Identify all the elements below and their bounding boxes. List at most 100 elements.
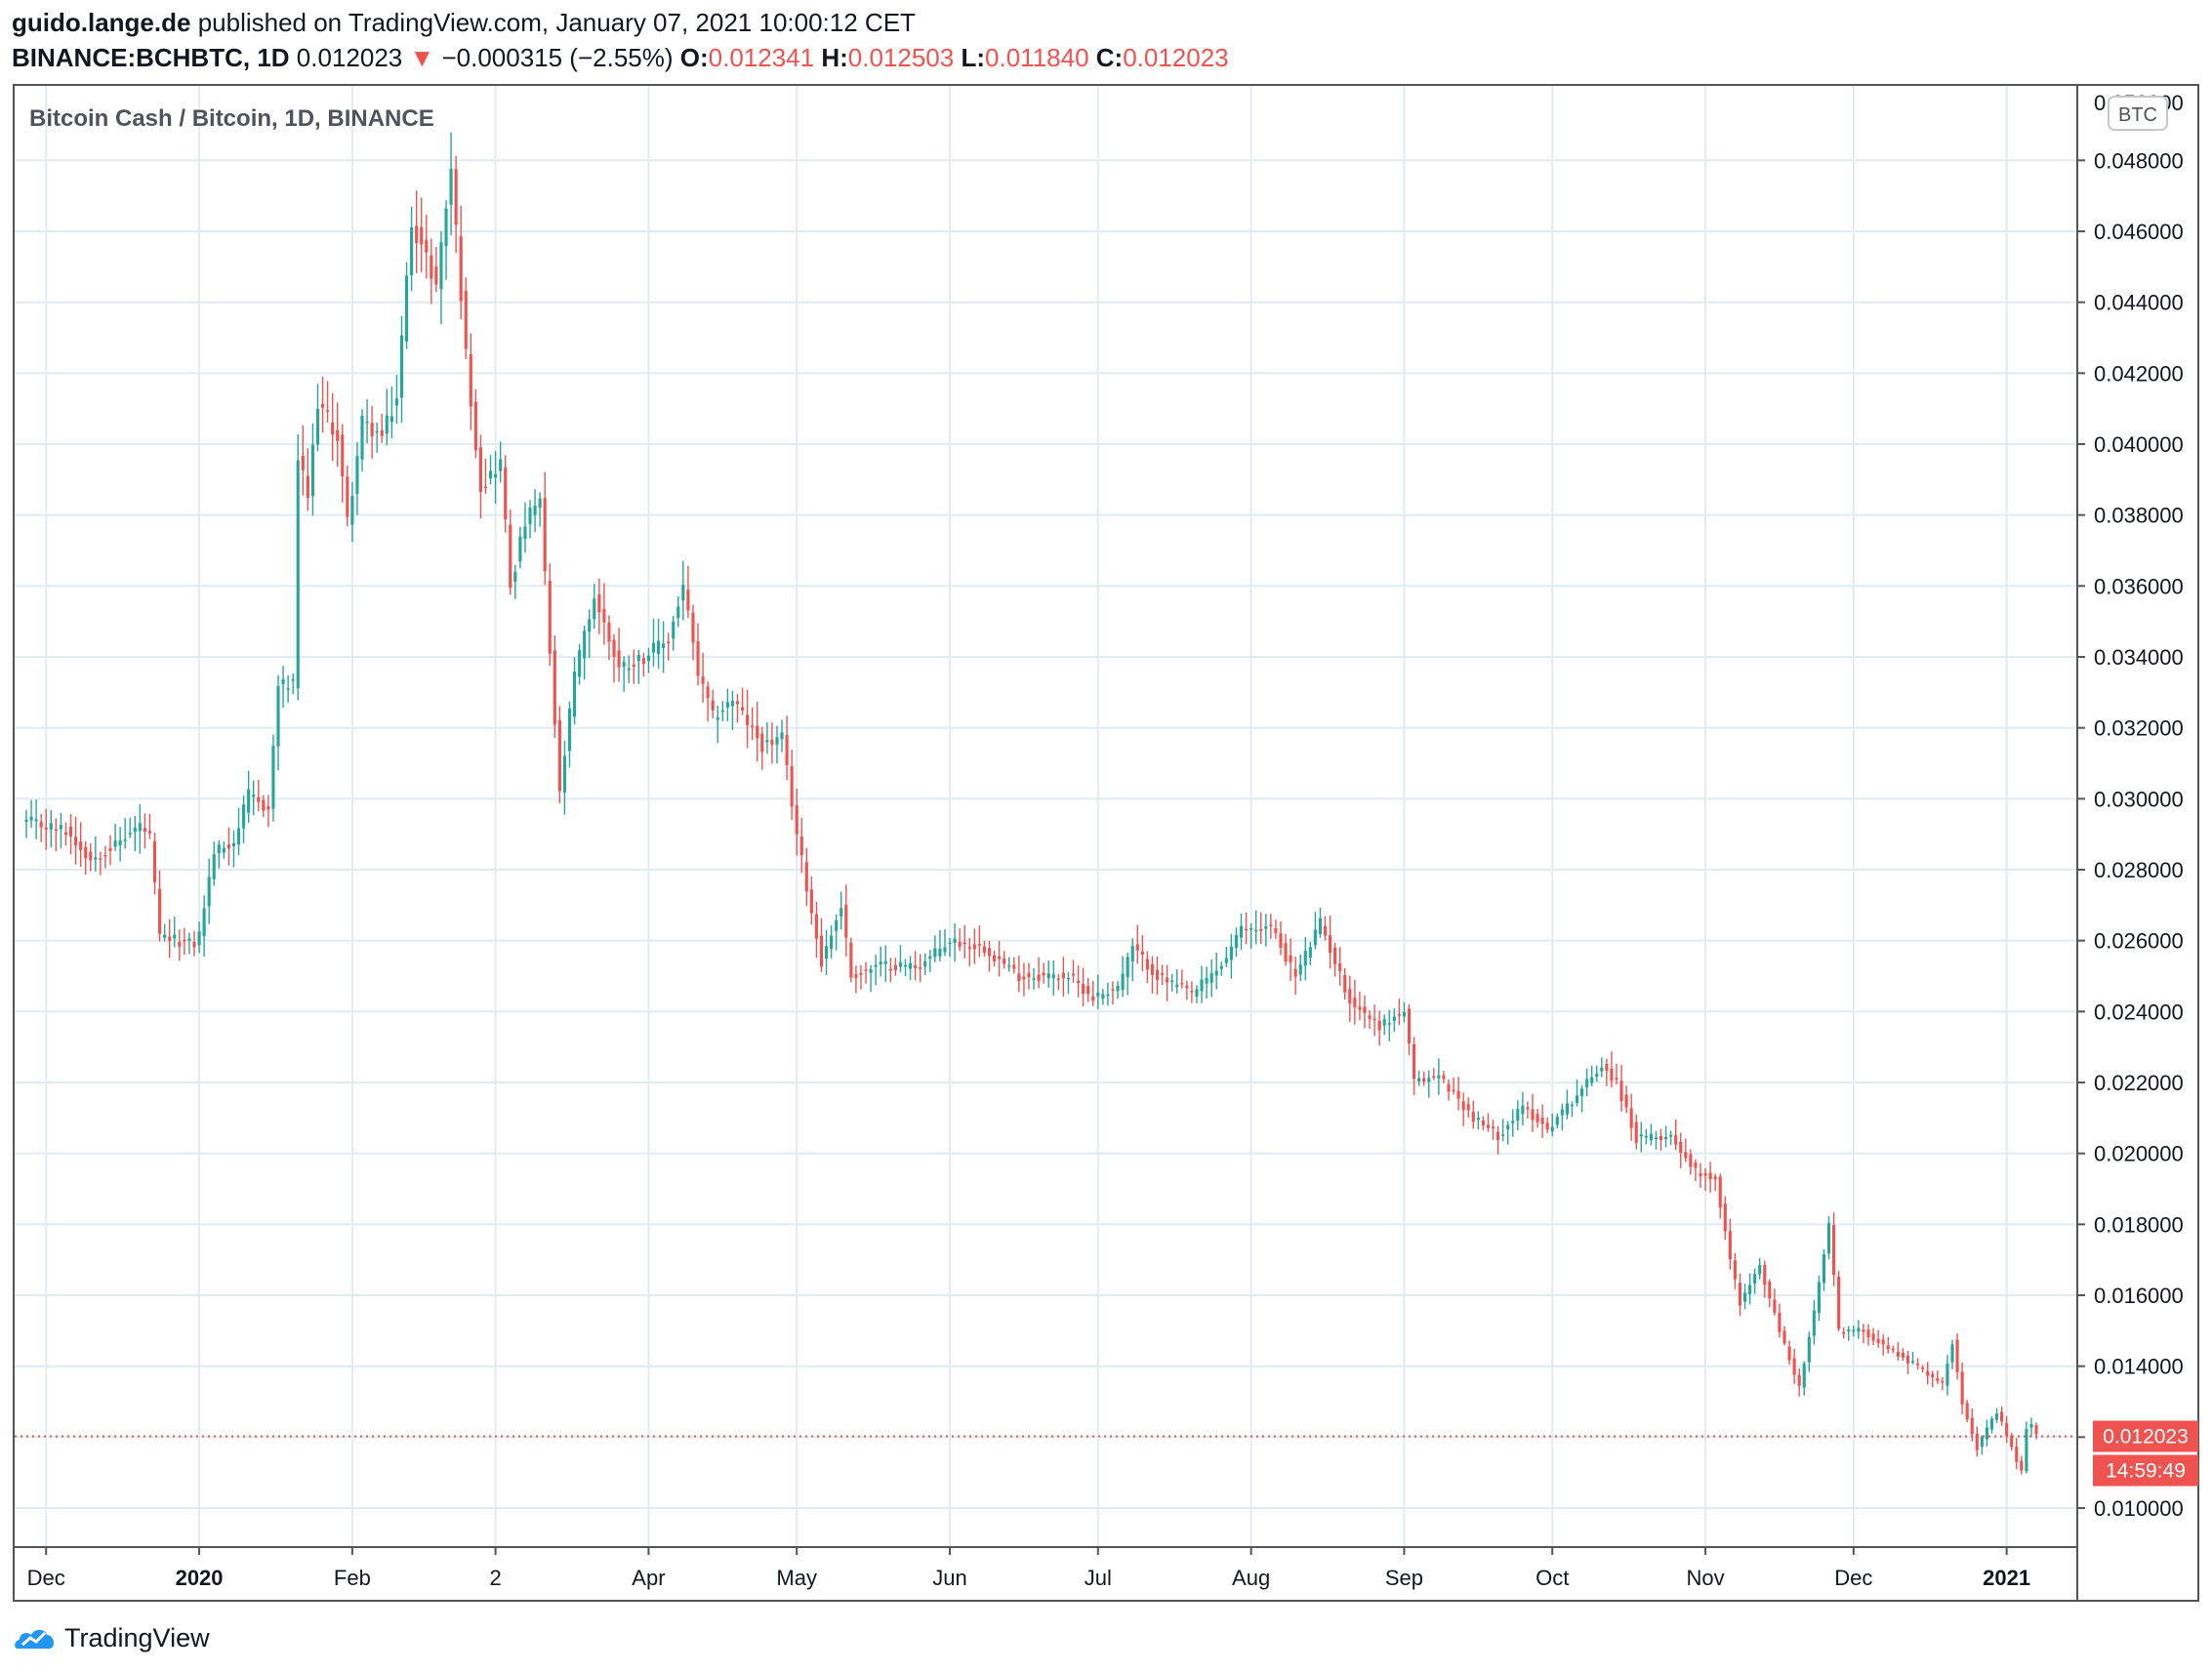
candle-body [44,827,48,830]
candle-body [34,819,38,822]
candle-body [538,498,542,508]
author-name[interactable]: guido.lange.de [12,8,191,37]
chart-grid [15,86,2077,1547]
candle-body [1012,964,1016,969]
candle-body [1175,984,1179,988]
candle-body [1580,1088,1584,1097]
published-text: published on TradingView.com, January 07… [197,8,916,37]
candle-body [523,526,527,540]
candle-body [29,816,33,821]
candle-body [1634,1122,1638,1143]
candle-body [740,707,745,711]
candle-body [94,857,98,860]
candle-body [1511,1121,1515,1123]
candle-body [1402,1011,1407,1017]
candle-series [24,132,2038,1475]
candle-body [849,942,853,978]
candle-body [1615,1078,1618,1080]
candle-body [483,486,488,489]
candle-body [898,961,903,967]
candle-body [735,701,740,705]
candle-body [1950,1344,1954,1363]
candle-body [785,734,789,765]
candle-body [567,708,572,752]
candle-body [1891,1348,1895,1351]
candle-body [266,805,270,810]
candle-body [1941,1380,1945,1383]
currency-badge[interactable]: BTC [2108,96,2168,131]
candle-body [341,434,345,476]
candle-body [1733,1260,1737,1280]
candle-body [572,672,577,717]
candle-body [1214,970,1218,976]
candle-body [226,844,230,849]
time-axis[interactable]: Dec 2020 Feb 2 Apr May Jun Jul Aug Sep Oct Nov Dec 20… [15,1546,2077,1590]
candle-body [1590,1077,1594,1083]
x-tick-label: Oct [1536,1566,1569,1590]
last-price: 0.012023 [296,43,403,72]
candle-body [365,421,369,424]
y-tick-label: 0.016000 [2094,1284,2184,1308]
candle-body [1185,985,1189,989]
candle-body [617,650,621,668]
candle-body [602,608,606,623]
candle-body [1763,1264,1767,1285]
candle-body [557,719,561,792]
candle-body [1096,992,1100,997]
candle-body [967,947,971,949]
footer-brand[interactable]: TradingView [14,1618,210,1657]
candle-body [1190,990,1194,993]
candle-body [315,408,320,445]
candle-body [1901,1353,1905,1358]
candle-body [1170,980,1174,983]
candle-body [578,650,582,677]
candle-body [977,944,981,946]
candle-body [662,643,666,649]
candle-body [1679,1141,1683,1154]
candle-body [1313,929,1317,946]
candle-body [1773,1299,1777,1313]
candle-body [562,755,566,793]
y-tick-label: 0.044000 [2094,291,2184,315]
candle-body [494,473,498,478]
candle-body [1871,1333,1875,1341]
candle-body [953,938,957,944]
candle-body [553,650,556,725]
candle-body [756,725,759,739]
down-arrow-icon: ▼ [409,43,435,72]
x-tick-label: 2021 [1983,1566,2030,1590]
candle-body [257,796,261,802]
candle-body [597,593,601,613]
candle-body [1303,951,1307,966]
candle-body [1694,1163,1698,1168]
candle-body [1728,1231,1732,1260]
candle-body [636,654,640,662]
candle-body [425,239,429,253]
candle-body [1540,1118,1544,1124]
candle-body [1066,977,1071,980]
candle-body [691,612,695,643]
candle-body [686,590,690,611]
candle-body [183,939,186,942]
candle-body [651,642,656,653]
candle-body [1101,994,1105,1000]
candle-body [212,854,216,879]
candle-body [1886,1345,1890,1350]
candle-body [720,710,724,713]
candle-body [681,585,685,601]
candle-body [948,942,952,945]
candle-body [59,825,62,830]
candle-body [1249,927,1253,930]
y-tick-label: 0.030000 [2094,787,2184,811]
candle-body [79,841,83,850]
candle-body [1209,973,1213,983]
candle-body [1377,1020,1381,1031]
x-tick-label: Feb [334,1566,371,1590]
candle-body [716,717,719,720]
price-axis[interactable]: 0.048000 0.046000 0.044000 0.042000 0.040000… [2076,86,2184,1600]
candle-body [1832,1225,1836,1276]
candle-body [1180,983,1184,985]
candle-body [1111,989,1115,991]
candle-body [864,969,868,971]
